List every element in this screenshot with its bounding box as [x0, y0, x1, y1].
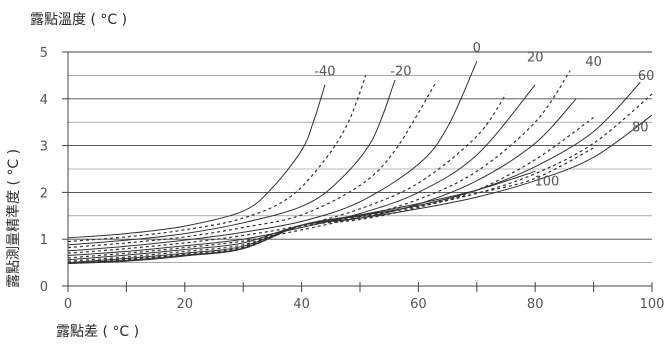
curves: [67, 61, 653, 265]
y-tick-label: 5: [40, 46, 48, 61]
curve-label: -20: [390, 64, 411, 79]
curve-label: 20: [527, 50, 544, 65]
curve-30: [67, 70, 571, 259]
curve-70: [67, 93, 653, 264]
axes: 0 1 2 3 4 5 0 20 40 60 80 100: [40, 46, 665, 312]
curve-label: 40: [585, 55, 602, 70]
curve-60: [67, 82, 641, 264]
x-tick-label: 80: [527, 297, 544, 312]
x-tick-label: 60: [410, 297, 427, 312]
curve-40: [67, 98, 577, 261]
y-tick-label: 3: [40, 140, 48, 155]
x-tick-label: 100: [640, 297, 665, 312]
curve-20: [67, 84, 536, 257]
curve--20: [67, 79, 396, 246]
curve-label: -40: [314, 64, 335, 79]
y-tick-label: 2: [40, 186, 48, 201]
curve--40: [67, 84, 326, 239]
y-tick-label: 1: [40, 233, 48, 248]
y-tick-label: 0: [40, 280, 48, 295]
curve-label: 100: [534, 174, 559, 189]
chart-title: 露點溫度 ( °C ): [30, 12, 127, 28]
curve-80: [67, 114, 653, 264]
curve--30: [67, 75, 367, 243]
curve-100: [67, 170, 536, 264]
x-tick-label: 0: [64, 297, 72, 312]
x-tick-label: 40: [293, 297, 310, 312]
y-tick-label: 4: [40, 93, 48, 108]
curve-0: [67, 61, 478, 252]
curve-label: 80: [632, 121, 649, 136]
x-tick-label: 20: [177, 297, 194, 312]
curve--10: [67, 82, 437, 249]
curve-label: 60: [638, 69, 655, 84]
curve-labels: -40 -20 0 20 40 60 80 100: [314, 41, 654, 189]
curve-50: [67, 117, 594, 262]
curve-label: 0: [473, 41, 481, 56]
x-axis-title: 露點差 ( °C ): [56, 324, 139, 340]
y-axis-title: 露點測量精準度 ( °C ): [6, 149, 22, 288]
